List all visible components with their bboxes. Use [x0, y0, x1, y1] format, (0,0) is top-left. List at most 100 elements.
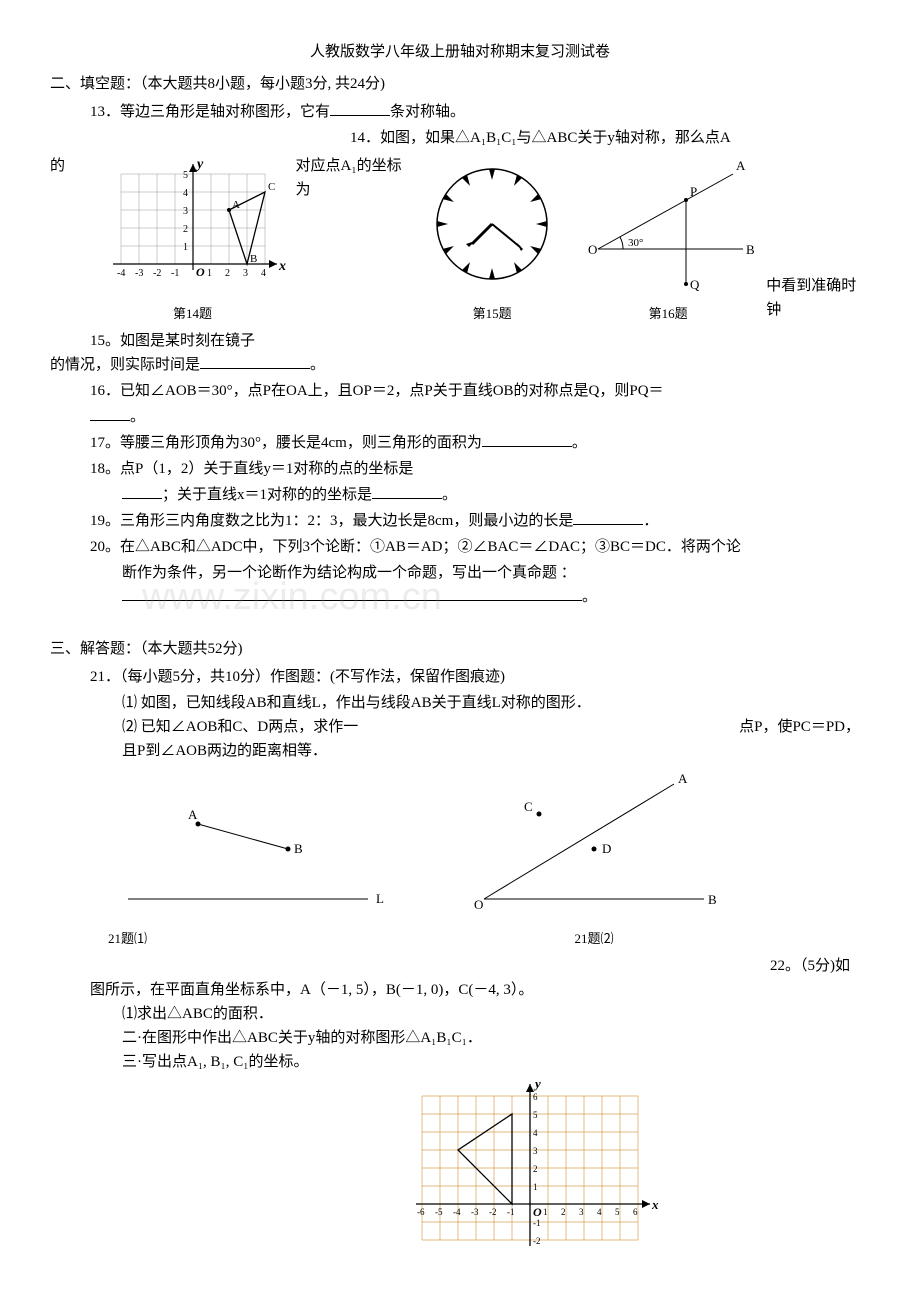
svg-text:2: 2	[183, 224, 188, 235]
q13-tail: 条对称轴。	[390, 104, 465, 120]
figure-15-svg	[422, 154, 562, 294]
q14-text-c: 对应点A₁的坐标为	[296, 158, 402, 198]
svg-text:A: A	[678, 771, 688, 786]
figure-21-2-label: 21题⑵	[454, 929, 734, 950]
q22-a: 22。（5分)如	[770, 954, 850, 978]
svg-text:30°: 30°	[628, 237, 643, 249]
figure-22-svg: -6-5-4-3-2-1123456123456-1-2xyO	[400, 1074, 680, 1264]
q20-text-a: 20。在△ABC和△ADC中，下列3个论断：①AB＝AD；②∠BAC＝∠DAC；…	[90, 539, 741, 555]
svg-text:-6: -6	[417, 1207, 425, 1217]
q13: 13．等边三角形是轴对称图形，它有 条对称轴。	[90, 100, 870, 124]
svg-text:1: 1	[183, 242, 188, 253]
svg-text:3: 3	[183, 206, 188, 217]
figure-15-label: 第15题	[422, 304, 562, 325]
q21: 21．（每小题5分，共10分）作图题：(不写作法，保留作图痕迹)	[90, 665, 870, 689]
svg-text:P: P	[690, 184, 697, 199]
q18: 18。点P（1，2）关于直线y＝1对称的点的坐标是	[90, 457, 870, 481]
svg-text:y: y	[533, 1076, 541, 1091]
svg-text:4: 4	[261, 268, 266, 279]
svg-text:C: C	[268, 181, 275, 193]
q16-blank	[90, 405, 130, 421]
figure-21-1-svg: A B L	[98, 769, 398, 919]
svg-text:4: 4	[183, 188, 188, 199]
svg-text:L: L	[376, 891, 384, 906]
svg-text:-2: -2	[533, 1236, 541, 1246]
svg-text:1: 1	[543, 1207, 548, 1217]
q18-text-a: 18。点P（1，2）关于直线y＝1对称的点的坐标是	[90, 461, 413, 477]
q15-blank	[200, 353, 310, 369]
q22-3: 三·写出点A₁, B₁, C₁的坐标。	[122, 1050, 870, 1074]
svg-text:-1: -1	[171, 268, 179, 279]
svg-text:B: B	[250, 253, 257, 265]
q17: 17。等腰三角形顶角为30°，腰长是4cm，则三角形的面积为。	[90, 431, 870, 455]
figure-14-svg: -4-3-2-1123412345xyOABC	[98, 154, 288, 294]
svg-text:-5: -5	[435, 1207, 443, 1217]
svg-text:Q: Q	[690, 277, 700, 292]
svg-text:-3: -3	[135, 268, 143, 279]
q20-text-b: 断作为条件，另一个论断作为结论构成一个命题，写出一个真命题 ：	[122, 565, 576, 581]
svg-text:B: B	[708, 892, 717, 907]
svg-text:3: 3	[533, 1146, 538, 1156]
svg-text:y: y	[195, 157, 204, 172]
svg-text:5: 5	[615, 1207, 620, 1217]
q18-blank2	[372, 483, 442, 499]
svg-text:2: 2	[533, 1164, 538, 1174]
figure-21-2: O A B C D 21题⑵	[454, 769, 734, 950]
q19: 19。三角形三内角度数之比为1：2：3，最大边长是8cm，则最小边的长是．	[90, 509, 870, 533]
svg-text:-3: -3	[471, 1207, 479, 1217]
q21-1: ⑴ 如图，已知线段AB和直线L，作出与线段AB关于直线L对称的图形．	[122, 691, 870, 715]
q20-blank	[122, 585, 582, 601]
figure-16: 30° O A B P Q 第16题	[578, 154, 758, 325]
svg-text:1: 1	[207, 268, 212, 279]
svg-text:5: 5	[533, 1110, 538, 1120]
q13-text: 13．等边三角形是轴对称图形，它有	[90, 104, 330, 120]
q21-2a: ⑵ 已知∠AOB和C、D两点，求作一	[122, 719, 358, 735]
q22-b: 图所示，在平面直角坐标系中，A（－1, 5），B(－1, 0)，C(－4, 3）…	[90, 978, 870, 1002]
q15-text-c: 的情况，则实际时间是	[50, 357, 200, 373]
svg-text:A: A	[188, 807, 198, 822]
svg-text:2: 2	[225, 268, 230, 279]
svg-text:3: 3	[579, 1207, 584, 1217]
figure-14-label: 第14题	[98, 304, 288, 325]
q21-2c: 且P到∠AOB两边的距离相等．	[122, 739, 870, 763]
svg-text:-4: -4	[117, 268, 125, 279]
q16-text: 16．已知∠AOB＝30°，点P在OA上，且OP＝2，点P关于直线OB的对称点是…	[90, 383, 664, 399]
svg-text:x: x	[651, 1197, 659, 1212]
q14-text-b: 的	[50, 154, 90, 178]
q22-2: 二·在图形中作出△ABC关于y轴的对称图形△A₁B₁C₁．	[122, 1026, 870, 1050]
svg-text:O: O	[533, 1205, 542, 1219]
svg-text:O: O	[474, 897, 483, 912]
q19-text: 19。三角形三内角度数之比为1：2：3，最大边长是8cm，则最小边的长是	[90, 513, 573, 529]
svg-text:B: B	[294, 841, 303, 856]
figure-16-label: 第16题	[578, 304, 758, 325]
figure-21-1: A B L 21题⑴	[98, 769, 398, 950]
figures-row-2: A B L 21题⑴ O A B C D 21题⑵	[50, 769, 870, 950]
svg-text:1: 1	[533, 1182, 538, 1192]
figure-21-1-label: 21题⑴	[108, 929, 398, 950]
section2-header: 二、填空题：（本大题共8小题，每小题3分, 共24分)	[50, 72, 870, 96]
q15-text-b: 中看到准确时钟	[766, 154, 870, 322]
figures-row-1: 的 -4-3-2-1123412345xyOABC 第14题 对应点A₁的坐标为…	[50, 154, 870, 325]
figure-14: -4-3-2-1123412345xyOABC 第14题	[98, 154, 288, 325]
svg-text:6: 6	[633, 1207, 638, 1217]
svg-text:-2: -2	[489, 1207, 497, 1217]
section3-header: 三、解答题：（本大题共52分)	[50, 637, 870, 661]
svg-text:-1: -1	[507, 1207, 515, 1217]
q17-text: 17。等腰三角形顶角为30°，腰长是4cm，则三角形的面积为	[90, 435, 482, 451]
q20: 20。在△ABC和△ADC中，下列3个论断：①AB＝AD；②∠BAC＝∠DAC；…	[90, 535, 870, 559]
q21-2b: 点P，使PC＝PD，	[739, 719, 860, 735]
svg-text:-2: -2	[153, 268, 161, 279]
q18-text-b: ；关于直线x＝1对称的的坐标是	[162, 487, 372, 503]
q16: 16．已知∠AOB＝30°，点P在OA上，且OP＝2，点P关于直线OB的对称点是…	[90, 379, 870, 403]
q14-text-a: 14．如图，如果△A₁B₁C₁与△ABC关于y轴对称，那么点A	[350, 126, 731, 150]
svg-text:5: 5	[183, 170, 188, 181]
figure-16-svg: 30° O A B P Q	[578, 154, 758, 294]
svg-text:O: O	[588, 242, 597, 257]
q15-text-a: 15。如图是某时刻在镜子	[90, 333, 255, 349]
svg-text:-1: -1	[533, 1218, 541, 1228]
q13-blank	[330, 100, 390, 116]
figure-15: 第15题	[422, 154, 562, 325]
figure-22: -6-5-4-3-2-1123456123456-1-2xyO	[400, 1074, 870, 1272]
svg-text:O: O	[196, 265, 205, 279]
svg-text:-4: -4	[453, 1207, 461, 1217]
